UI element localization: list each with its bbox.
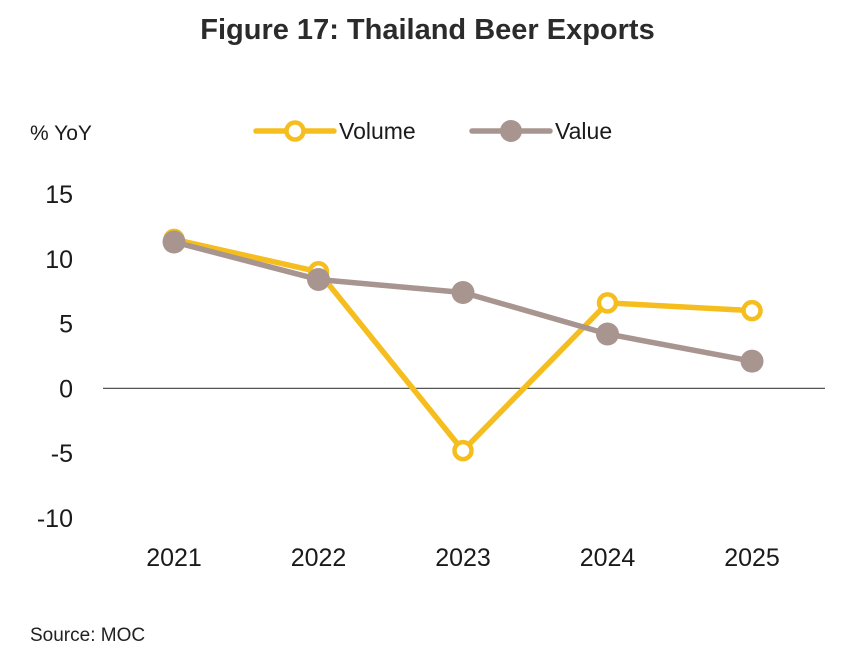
x-tick-label: 2022	[291, 544, 347, 572]
y-axis-label: % YoY	[30, 122, 92, 145]
y-tick-label: 0	[59, 375, 73, 403]
legend-label-volume: Volume	[339, 118, 416, 144]
x-tick-label: 2024	[580, 544, 636, 572]
point-value-2022	[307, 268, 330, 292]
point-value-2024	[596, 322, 619, 346]
point-volume-2023	[452, 439, 474, 462]
legend-label-value: Value	[555, 118, 612, 144]
y-tick-labels: 15 10 5 0 -5 -10	[37, 181, 73, 533]
legend: Volume Value	[253, 118, 612, 144]
chart-title: Figure 17: Thailand Beer Exports	[200, 14, 655, 46]
point-volume-2025	[741, 299, 763, 322]
point-value-2025	[740, 349, 764, 373]
series-markers	[162, 228, 764, 462]
y-tick-label: 5	[59, 311, 73, 339]
x-tick-label: 2023	[435, 544, 491, 572]
x-tick-labels: 2021 2022 2023 2024 2025	[146, 544, 780, 572]
y-tick-label: -5	[51, 440, 73, 468]
legend-marker-volume	[284, 120, 306, 142]
x-tick-label: 2025	[724, 544, 780, 572]
y-tick-label: -10	[37, 505, 73, 533]
series-layer	[162, 228, 764, 462]
legend-marker-value	[500, 120, 522, 142]
point-value-2021	[162, 230, 186, 254]
y-tick-label: 10	[45, 246, 73, 274]
y-tick-label: 15	[45, 181, 73, 209]
series-lines	[171, 236, 755, 454]
point-value-2023	[451, 280, 475, 304]
source-note: Source: MOC	[30, 625, 146, 646]
point-volume-2024	[596, 292, 619, 314]
x-tick-label: 2021	[146, 544, 202, 572]
